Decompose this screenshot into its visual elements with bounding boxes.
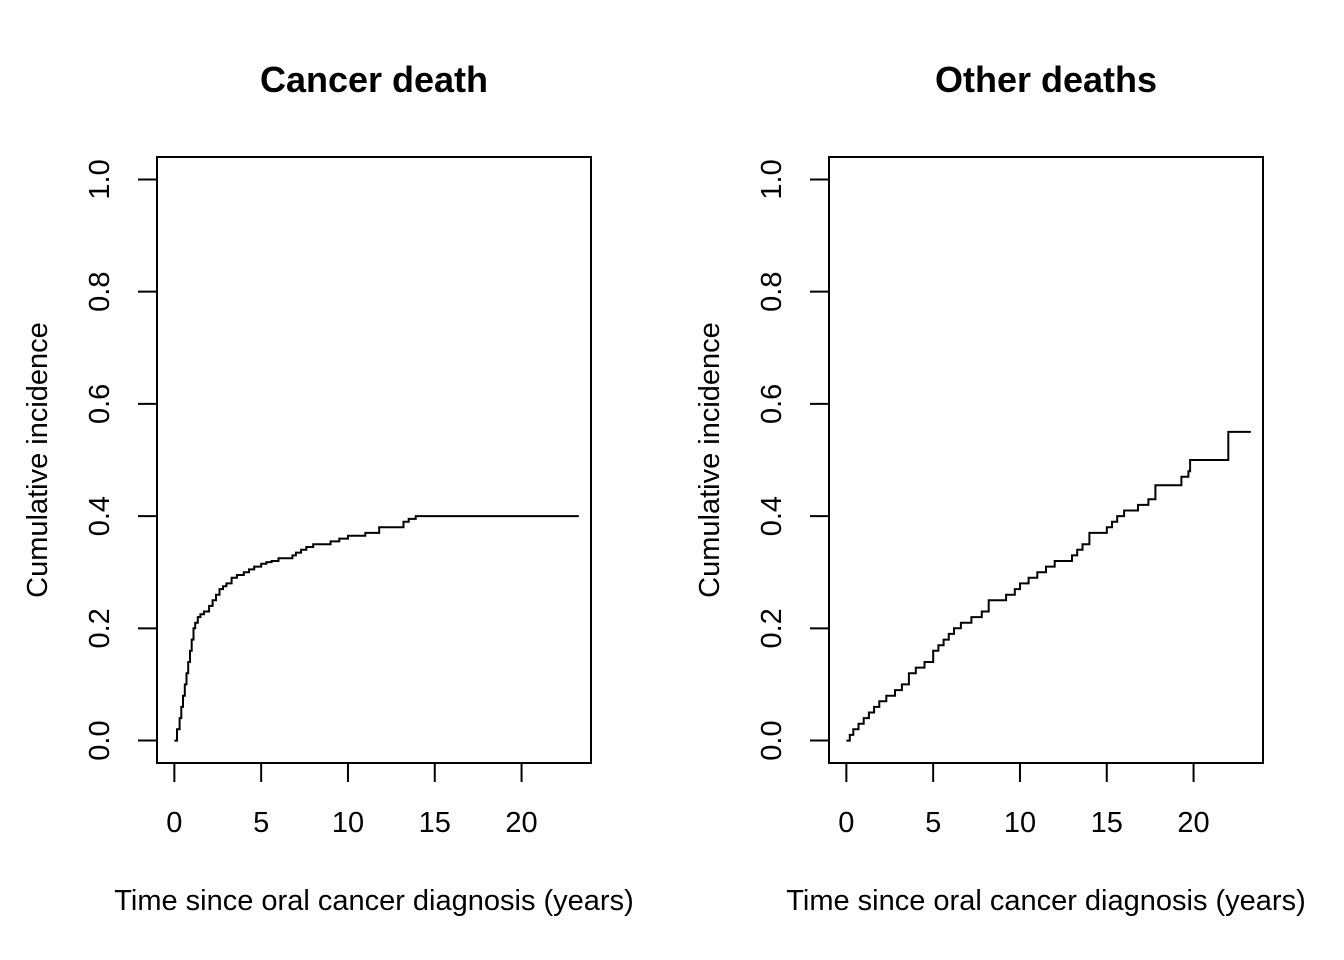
x-tick-label: 5	[253, 807, 269, 839]
y-tick-label: 0.2	[84, 608, 116, 648]
panel-cancer-death: Cancer death 0 5 10 15 20 Time since oral canc…	[22, 59, 634, 917]
chart-title: Cancer death	[260, 59, 488, 100]
x-tick-label: 10	[332, 807, 364, 839]
x-axis-label: Time since oral cancer diagnosis (years)	[786, 885, 1306, 917]
x-axis-label: Time since oral cancer diagnosis (years)	[114, 885, 634, 917]
y-tick-label: 0.6	[756, 384, 788, 424]
y-tick-label: 0.0	[756, 720, 788, 760]
x-tick-label: 20	[505, 807, 537, 839]
x-tick-label: 5	[925, 807, 941, 839]
y-tick-label: 0.0	[84, 720, 116, 760]
y-axis-label: Cumulative incidence	[22, 322, 54, 598]
plot-frame	[156, 156, 592, 764]
y-tick-label: 0.4	[84, 496, 116, 536]
y-axis-label: Cumulative incidence	[694, 322, 726, 598]
cumulative-incidence-curve	[174, 515, 579, 742]
y-tick-label: 0.4	[756, 496, 788, 536]
y-tick-label: 0.2	[756, 608, 788, 648]
x-tick-label: 10	[1004, 807, 1036, 839]
chart-title: Other deaths	[935, 59, 1157, 100]
x-tick-label: 15	[419, 807, 451, 839]
x-tick-label: 0	[838, 807, 854, 839]
y-tick-label: 0.6	[84, 384, 116, 424]
panel-other-deaths: Other deaths 0 5 10 15 20 Time since oral canc…	[694, 59, 1306, 917]
y-tick-label: 1.0	[84, 159, 116, 199]
y-tick-label: 0.8	[756, 272, 788, 312]
x-tick-label: 0	[166, 807, 182, 839]
y-tick-label: 1.0	[756, 159, 788, 199]
y-tick-label: 0.8	[84, 272, 116, 312]
cumulative-incidence-curve	[846, 430, 1251, 742]
x-tick-label: 20	[1177, 807, 1209, 839]
x-tick-label: 15	[1091, 807, 1123, 839]
